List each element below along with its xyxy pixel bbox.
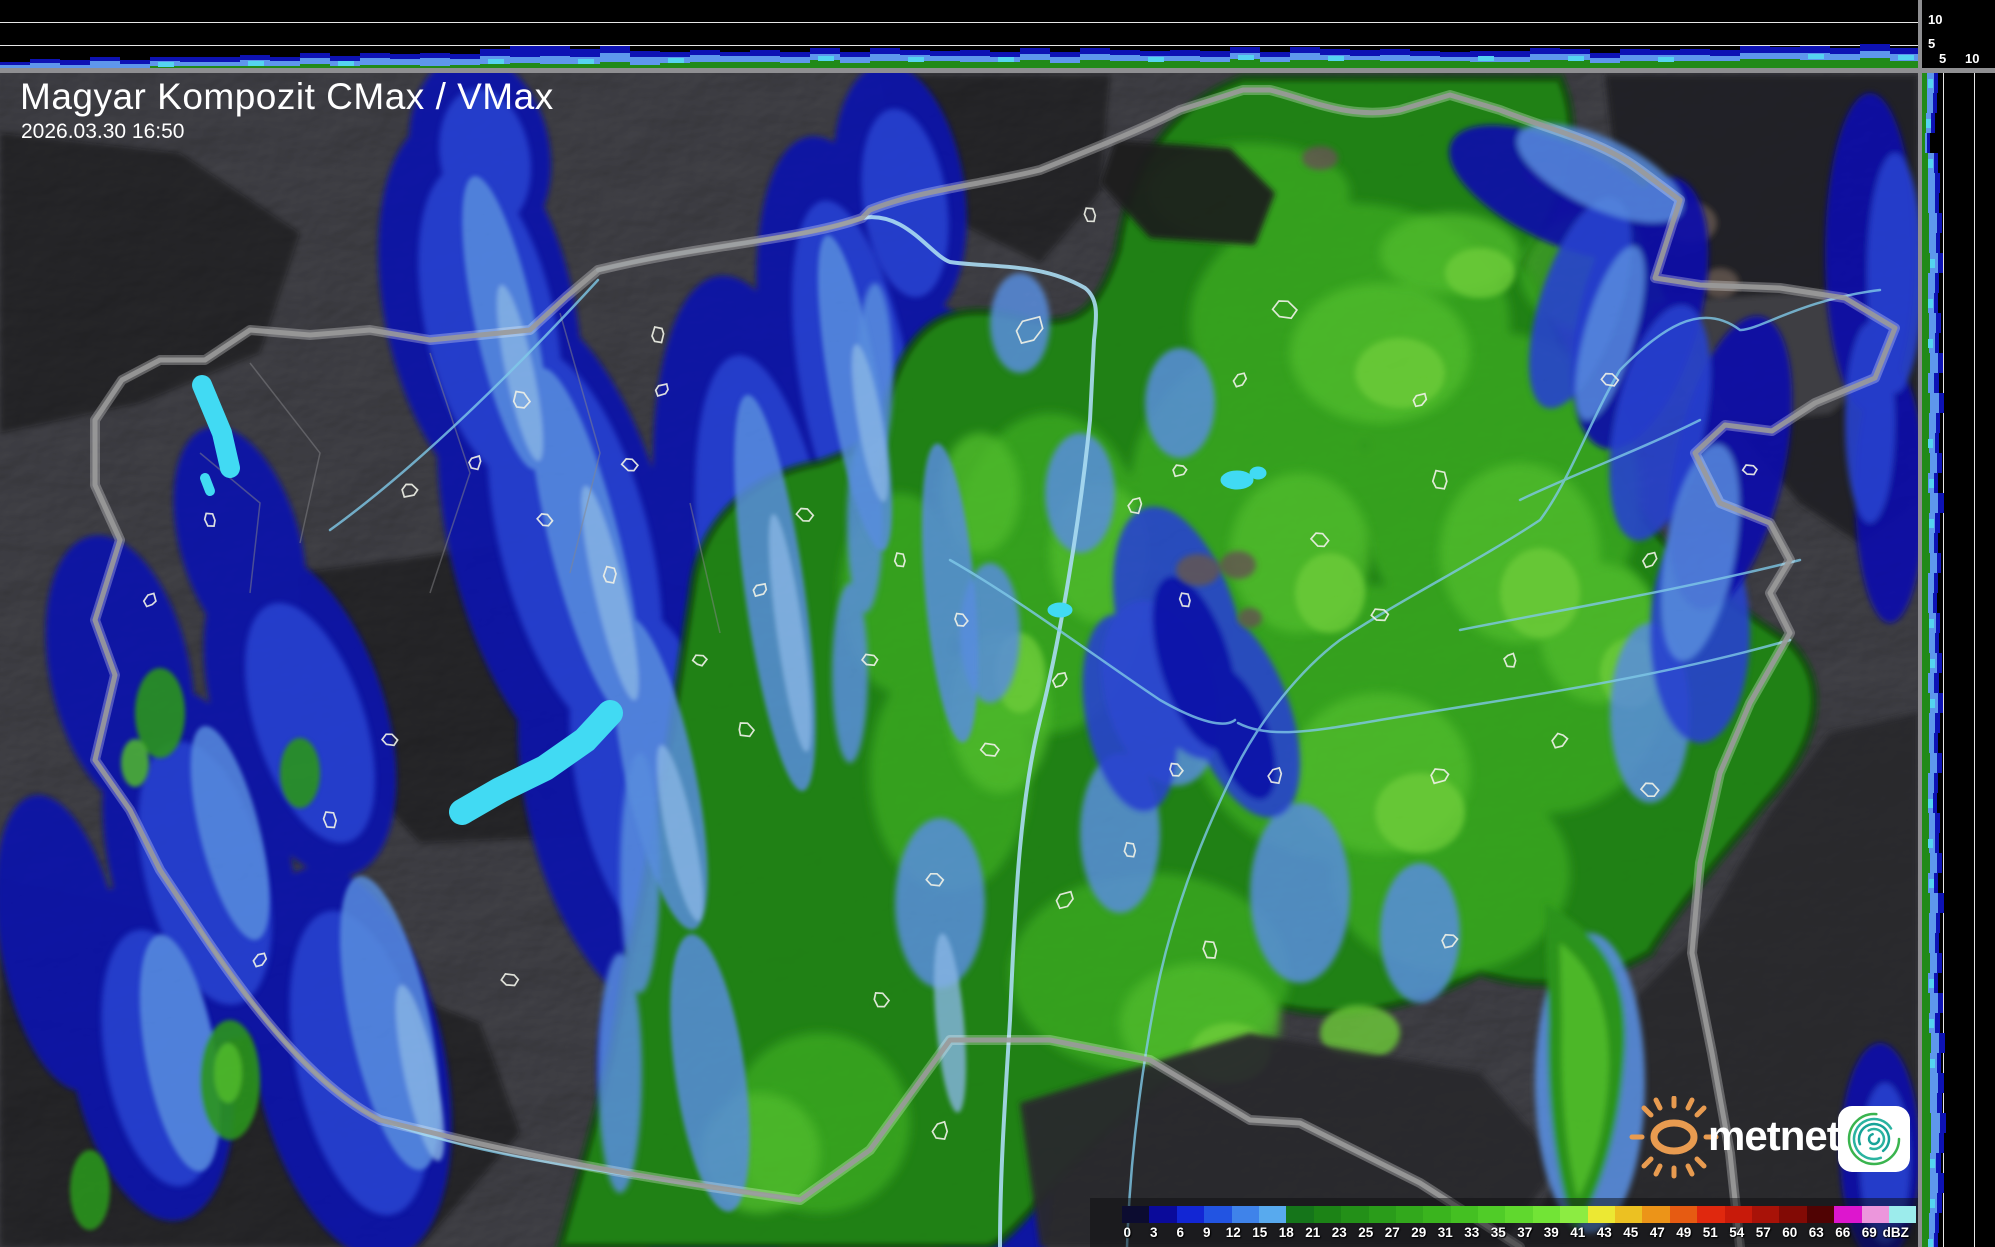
radar-map-canvas (0, 73, 1918, 1247)
strip-divider-vertical (1918, 0, 1922, 1247)
city-outline (873, 992, 891, 1008)
city-outline (795, 507, 815, 522)
city-outline (1055, 890, 1074, 910)
strip-divider-horizontal (0, 68, 1995, 73)
city-outline (1309, 532, 1330, 548)
dbz-legend: 0 3 6 9 12 15 18 21 23 25 27 29 31 33 35 37 39 41 43 45 47 49… (1090, 1198, 1918, 1247)
metnet-app-icon (1838, 1106, 1910, 1172)
lake-balaton (449, 700, 623, 825)
city-outline (752, 582, 768, 598)
city-outline (1370, 608, 1390, 622)
axis-label-5km-top: 5 (1928, 36, 1936, 51)
river-bodrog (1518, 418, 1702, 502)
city-outline (1051, 671, 1068, 689)
lake-tisza-to (1220, 470, 1254, 490)
city-outlines (142, 207, 1758, 1141)
city-outline (1503, 652, 1517, 668)
dbz-labels: 0 3 6 9 12 15 18 21 23 25 27 29 31 33 35 37 39 41 43 45 47 49… (1123, 1225, 1909, 1240)
river-zagyva (948, 558, 1237, 725)
city-outline (893, 552, 906, 568)
city-outline (602, 565, 617, 584)
gridline-10km (0, 22, 1918, 23)
metnet-logo[interactable]: metnet (1612, 1095, 1912, 1182)
gridline-10km-v (1974, 73, 1975, 1247)
city-outline (979, 742, 1000, 757)
city-outline (1178, 592, 1191, 608)
right-cross-section[interactable] (1922, 73, 1995, 1247)
city-outline (381, 733, 399, 747)
city-outline (1639, 782, 1660, 798)
city-outline (1741, 464, 1758, 476)
gridline-5km-v (1943, 73, 1944, 1247)
city-outline (1551, 732, 1569, 749)
city-outline (925, 872, 945, 887)
city-outline (468, 454, 482, 471)
city-outline (1172, 464, 1188, 478)
city-outline (401, 483, 419, 498)
city-outline (1123, 841, 1137, 858)
city-outline (1641, 551, 1658, 569)
radar-map[interactable] (0, 73, 1918, 1247)
city-outline (203, 512, 216, 527)
river-koros (1236, 638, 1792, 734)
city-outline (1600, 372, 1620, 387)
city-outline (512, 390, 532, 409)
city-outline (1083, 207, 1097, 223)
city-outline (620, 458, 640, 472)
city-outline (500, 972, 520, 987)
city-outline (954, 612, 969, 627)
lake-ferto (192, 375, 240, 478)
city-outline (252, 952, 268, 968)
city-outline (861, 653, 879, 667)
city-outline (738, 722, 756, 738)
axis-label-10km-right: 10 (1965, 51, 1980, 66)
city-outline (1430, 768, 1450, 785)
city-outline (1169, 762, 1184, 777)
city-outline (1015, 315, 1044, 345)
city-outline (931, 1120, 949, 1141)
city-outline (1412, 392, 1428, 408)
city-outline (691, 654, 709, 667)
city-outline (536, 513, 554, 527)
city-outline (1127, 496, 1143, 515)
city-outline (1271, 300, 1299, 320)
axis-label-5km-right: 5 (1939, 51, 1947, 66)
city-outline (1441, 933, 1459, 949)
dbz-colorbar (1122, 1206, 1917, 1223)
river-raba (328, 278, 600, 532)
timestamp: 2026.03.30 16:50 (21, 120, 185, 143)
city-outline (1431, 469, 1448, 490)
axis-label-10km-top: 10 (1928, 12, 1943, 27)
river-koros2 (1458, 558, 1802, 632)
river-tisza (1125, 288, 1882, 1247)
county-borders (199, 312, 721, 634)
city-outline (651, 326, 665, 344)
terrain-texture-overlay (0, 73, 1918, 1247)
sun-icon (1629, 1095, 1719, 1179)
top-cross-section[interactable] (0, 0, 1918, 68)
city-outline (1232, 372, 1248, 388)
metnet-logo-text: metnet (1708, 1112, 1841, 1159)
city-outline (1267, 766, 1283, 785)
page-title: Magyar Kompozit CMax / VMax (20, 76, 554, 117)
city-outline (1202, 940, 1218, 959)
gridline-5km (0, 45, 1918, 46)
country-border (90, 85, 1900, 1247)
profile-axis-corner: 10 5 5 10 (1922, 0, 1995, 68)
city-outline (654, 382, 669, 398)
lakes (192, 375, 1267, 825)
city-outline (142, 592, 157, 608)
city-outline (322, 811, 337, 829)
